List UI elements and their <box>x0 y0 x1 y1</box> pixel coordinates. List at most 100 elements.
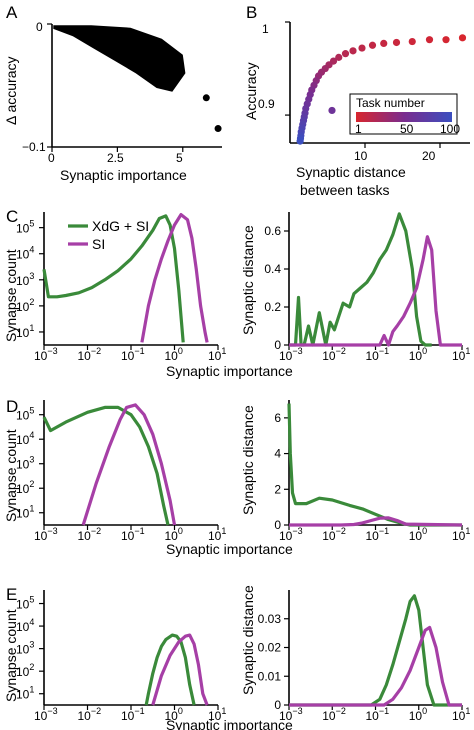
b-point-9 <box>341 50 350 58</box>
e-right-xtick-1: 10−2 <box>322 706 346 723</box>
e-right-ytick-0: 0 <box>274 698 281 712</box>
e-right-xtick-3: 100 <box>409 706 427 723</box>
b-point-31 <box>328 106 336 115</box>
panel-label-a: A <box>6 3 18 22</box>
b-colorbar-tick-50: 50 <box>400 122 414 136</box>
panel-e-left: 10−3 10−2 10−1 100 101101102103104105Synapse… <box>3 590 293 730</box>
a-ytick-1: −0.1 <box>22 140 46 154</box>
e-right-xtick-2: 10−1 <box>366 706 390 723</box>
b-colorbar-tick-1: 1 <box>355 122 362 136</box>
c-left-xtick-2: 10−1 <box>121 346 145 363</box>
b-ylabel: Accuracy <box>243 62 259 120</box>
b-point-6 <box>368 41 377 49</box>
b-colorbar-gradient <box>356 112 452 122</box>
b-colorbar-tick-100: 100 <box>440 122 460 136</box>
b-point-1 <box>442 36 450 44</box>
e-left-xtick-0: 10−3 <box>34 706 58 723</box>
c-left-ytick-4: 105 <box>16 219 34 236</box>
a-xlabel: Synaptic importance <box>60 167 187 183</box>
e-right-ytick-3: 0.03 <box>258 612 282 626</box>
d-right-xtick-4: 101 <box>452 526 470 543</box>
d-right-ylabel: Synaptic distance <box>240 405 256 515</box>
c-right-xtick-1: 10−2 <box>322 346 346 363</box>
e-right-ytick-2: 0.02 <box>258 641 282 655</box>
panel-b-scatter: 1 0.9 10 20 Synaptic distance between ta… <box>243 21 470 198</box>
c-right-series-si <box>289 235 462 347</box>
b-ytick-0: 0.9 <box>258 97 275 111</box>
c-left-xtick-3: 100 <box>165 346 183 363</box>
c-left-xtick-0: 10−3 <box>34 346 58 363</box>
b-colorbar-title: Task number <box>356 96 425 110</box>
b-xlabel-line1: Synaptic distance <box>296 164 406 180</box>
a-point-outlier-1 <box>214 125 222 133</box>
b-point-10 <box>335 53 343 61</box>
b-point-32 <box>296 137 304 145</box>
c-right-xtick-4: 101 <box>452 346 470 363</box>
b-xtick-0: 10 <box>354 149 368 163</box>
c-left-xtick-1: 10−2 <box>78 346 102 363</box>
c-right-xtick-3: 100 <box>409 346 427 363</box>
panel-c-right: 10−3 10−2 10−1 100 101 0 0.2 0.4 0.6 Synaptic dis… <box>240 212 470 363</box>
e-right-series-xdg-si <box>289 594 462 707</box>
legend-label-si: SI <box>92 236 105 252</box>
e-right-series-si <box>289 625 462 707</box>
b-xtick-1: 20 <box>422 149 436 163</box>
e-right-ylabel: Synaptic distance <box>240 585 256 695</box>
d-right-xtick-1: 10−2 <box>322 526 346 543</box>
c-left-xtick-4: 101 <box>208 346 226 363</box>
e-left-ytick-4: 105 <box>16 595 34 612</box>
d-right-xtick-0: 10−3 <box>279 526 303 543</box>
c-right-ytick-3: 0.6 <box>264 224 281 238</box>
c-right-xtick-0: 10−3 <box>279 346 303 363</box>
a-xtick-1: 2.5 <box>107 151 124 165</box>
panel-e-right: 10−3 10−2 10−1 100 101 0 0.01 0.02 0.03Synaptic … <box>240 585 470 723</box>
d-right-ytick-0: 0 <box>274 518 281 532</box>
d-left-ylabel: Synapse count <box>3 429 19 522</box>
panel-label-d: D <box>6 397 18 416</box>
e-left-ylabel: Synapse count <box>3 609 19 702</box>
d-right-series-xdg-si <box>287 403 462 527</box>
panel-a-scatter: 0 −0.1 0 2.5 5 Synaptic importance Δ acc… <box>3 20 222 183</box>
e-left-series-xdg-si <box>144 633 196 706</box>
c-right-ylabel: Synaptic distance <box>240 225 256 335</box>
panel-d-left: 10−3 10−2 10−1 100 101101102103104105Synapse… <box>3 400 293 557</box>
d-left-xtick-1: 10−2 <box>78 526 102 543</box>
e-left-xtick-2: 10−1 <box>121 706 145 723</box>
c-right-ytick-2: 0.4 <box>264 262 281 276</box>
a-ylabel: Δ accuracy <box>3 57 19 126</box>
e-left-xtick-1: 10−2 <box>78 706 102 723</box>
b-colorbar: Task number 1 50 100 <box>349 93 460 136</box>
d-left-ytick-4: 105 <box>16 406 34 423</box>
b-point-8 <box>349 47 357 55</box>
c-right-series-xdg-si <box>289 212 432 347</box>
d-right-series-si <box>289 516 463 527</box>
b-point-4 <box>392 38 401 47</box>
d-right-ytick-3: 6 <box>274 411 281 425</box>
d-right-ytick-1: 2 <box>274 482 281 496</box>
d-right-xtick-2: 10−1 <box>366 526 390 543</box>
e-left-series-si <box>151 633 209 706</box>
b-point-5 <box>380 39 388 48</box>
b-point-3 <box>408 37 416 46</box>
d-left-xtick-2: 10−1 <box>121 526 145 543</box>
e-right-xtick-0: 10−3 <box>279 706 303 723</box>
a-xtick-2: 5 <box>176 151 183 165</box>
panel-label-e: E <box>6 585 17 604</box>
a-point-cloud <box>53 25 186 92</box>
c-right-xtick-2: 10−1 <box>366 346 390 363</box>
b-point-2 <box>425 36 434 44</box>
e-right-xtick-4: 101 <box>452 706 470 723</box>
b-point-0 <box>458 34 467 42</box>
panel-label-b: B <box>246 3 257 22</box>
c-left-series-si <box>140 213 209 343</box>
panel-label-c: C <box>6 207 18 226</box>
d-right-xtick-3: 100 <box>409 526 427 543</box>
d-right-ytick-2: 4 <box>274 447 281 461</box>
d-left-xtick-0: 10−3 <box>34 526 58 543</box>
c-left-xlabel: Synaptic importance <box>166 363 293 379</box>
b-xlabel-line2: between tasks <box>300 182 390 198</box>
a-point-outlier-0 <box>202 94 210 102</box>
c-left-ylabel: Synapse count <box>3 249 19 342</box>
legend-label-xdg-si: XdG + SI <box>92 218 149 234</box>
